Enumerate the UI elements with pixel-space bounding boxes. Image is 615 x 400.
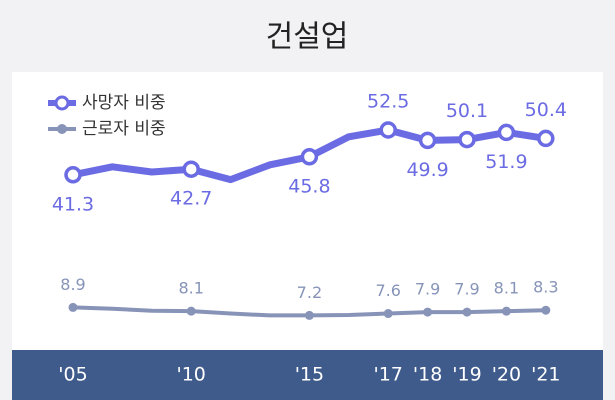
data-label: 7.9 bbox=[454, 280, 479, 299]
point-marker bbox=[537, 129, 555, 148]
x-tick-label: '05 bbox=[58, 364, 87, 386]
data-label: 45.8 bbox=[288, 175, 330, 197]
point-marker bbox=[541, 305, 551, 315]
legend-label: 근로자 비중 bbox=[82, 119, 166, 139]
legend-swatch bbox=[57, 124, 67, 134]
point-marker bbox=[68, 302, 78, 312]
point-marker bbox=[383, 309, 393, 319]
point-marker bbox=[462, 307, 472, 317]
data-label: 7.6 bbox=[375, 281, 400, 300]
x-tick-label: '15 bbox=[295, 364, 324, 386]
data-label: 41.3 bbox=[52, 193, 94, 215]
point-marker bbox=[458, 130, 476, 149]
point-marker bbox=[64, 166, 82, 184]
chart-title: 건설업 bbox=[266, 20, 349, 55]
point-marker bbox=[186, 306, 196, 316]
data-label: 50.4 bbox=[525, 99, 567, 121]
data-label: 8.3 bbox=[533, 278, 558, 297]
legend-swatch bbox=[54, 95, 70, 111]
data-label: 42.7 bbox=[170, 188, 212, 210]
x-tick-label: '20 bbox=[492, 364, 521, 386]
plot-area bbox=[12, 72, 603, 350]
data-label: 51.9 bbox=[485, 151, 527, 173]
point-marker bbox=[379, 121, 397, 139]
point-marker bbox=[304, 310, 314, 320]
legend-label: 사망자 비중 bbox=[82, 93, 166, 113]
point-marker bbox=[423, 307, 433, 317]
point-marker bbox=[501, 306, 511, 316]
data-label: 8.9 bbox=[60, 275, 85, 294]
x-tick-label: '21 bbox=[531, 364, 560, 386]
point-marker bbox=[300, 148, 319, 166]
point-marker bbox=[182, 160, 200, 178]
x-tick-label: '17 bbox=[373, 364, 402, 386]
point-marker bbox=[418, 131, 437, 150]
data-label: 50.1 bbox=[446, 100, 488, 122]
x-axis-band bbox=[12, 350, 603, 400]
x-tick-label: '18 bbox=[413, 364, 442, 386]
x-tick-label: '19 bbox=[452, 364, 481, 386]
data-label: 52.5 bbox=[367, 91, 409, 113]
data-label: 7.2 bbox=[297, 283, 322, 302]
data-label: 49.9 bbox=[406, 159, 448, 181]
data-label: 7.9 bbox=[415, 280, 440, 299]
point-marker bbox=[497, 123, 516, 142]
data-label: 8.1 bbox=[178, 279, 203, 298]
data-label: 8.1 bbox=[494, 279, 519, 298]
x-tick-label: '10 bbox=[176, 364, 205, 386]
